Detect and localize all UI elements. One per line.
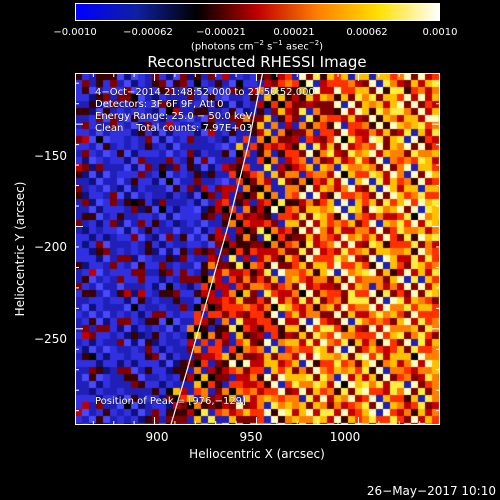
y-tick-label: −200 bbox=[34, 240, 67, 254]
x-tick-label: 900 bbox=[145, 430, 169, 444]
y-axis-label: Heliocentric Y (arcsec) bbox=[13, 181, 27, 317]
colorbar-units: (photons cm−2 s−1 asec−2) bbox=[190, 39, 324, 53]
y-tick-label: −250 bbox=[34, 332, 67, 346]
colorbar-tick: 0.00062 bbox=[346, 27, 388, 38]
colorbar-tick: −0.00062 bbox=[123, 27, 173, 38]
colorbar-tick: −0.0010 bbox=[53, 27, 97, 38]
plot-frame bbox=[75, 73, 440, 425]
colorbar-tick: −0.00021 bbox=[196, 27, 246, 38]
colorbar-tick: 0.0010 bbox=[422, 27, 458, 38]
solar-limb-line bbox=[170, 73, 264, 425]
detectors-label: Detectors: 3F 6F 9F, Att 0 bbox=[95, 99, 224, 110]
x-tick-label: 950 bbox=[239, 430, 263, 444]
heatmap-image bbox=[75, 73, 440, 425]
energy-range-label: Energy Range: 25.0 − 50.0 keV bbox=[95, 111, 253, 122]
time-range-label: 4−Oct−2014 21:48:52.000 to 21:50:52.000 bbox=[95, 87, 315, 98]
x-tick-label: 1000 bbox=[329, 430, 361, 444]
total-counts-label: Clean Total counts: 7.97E+03 bbox=[95, 123, 253, 134]
peak-position-label: Position of Peak = [976,−129] bbox=[95, 396, 246, 407]
colorbar-tick: 0.00021 bbox=[273, 27, 315, 38]
axis-ticks bbox=[75, 73, 440, 425]
plot-area: 4−Oct−2014 21:48:52.000 to 21:50:52.000 … bbox=[75, 73, 440, 425]
chart-title: Reconstructed RHESSI Image bbox=[147, 53, 367, 71]
y-tick-label: −150 bbox=[34, 149, 67, 163]
datestamp: 26−May−2017 10:10 bbox=[366, 484, 496, 498]
colorbar bbox=[75, 3, 440, 21]
x-axis-label: Heliocentric X (arcsec) bbox=[189, 447, 325, 461]
